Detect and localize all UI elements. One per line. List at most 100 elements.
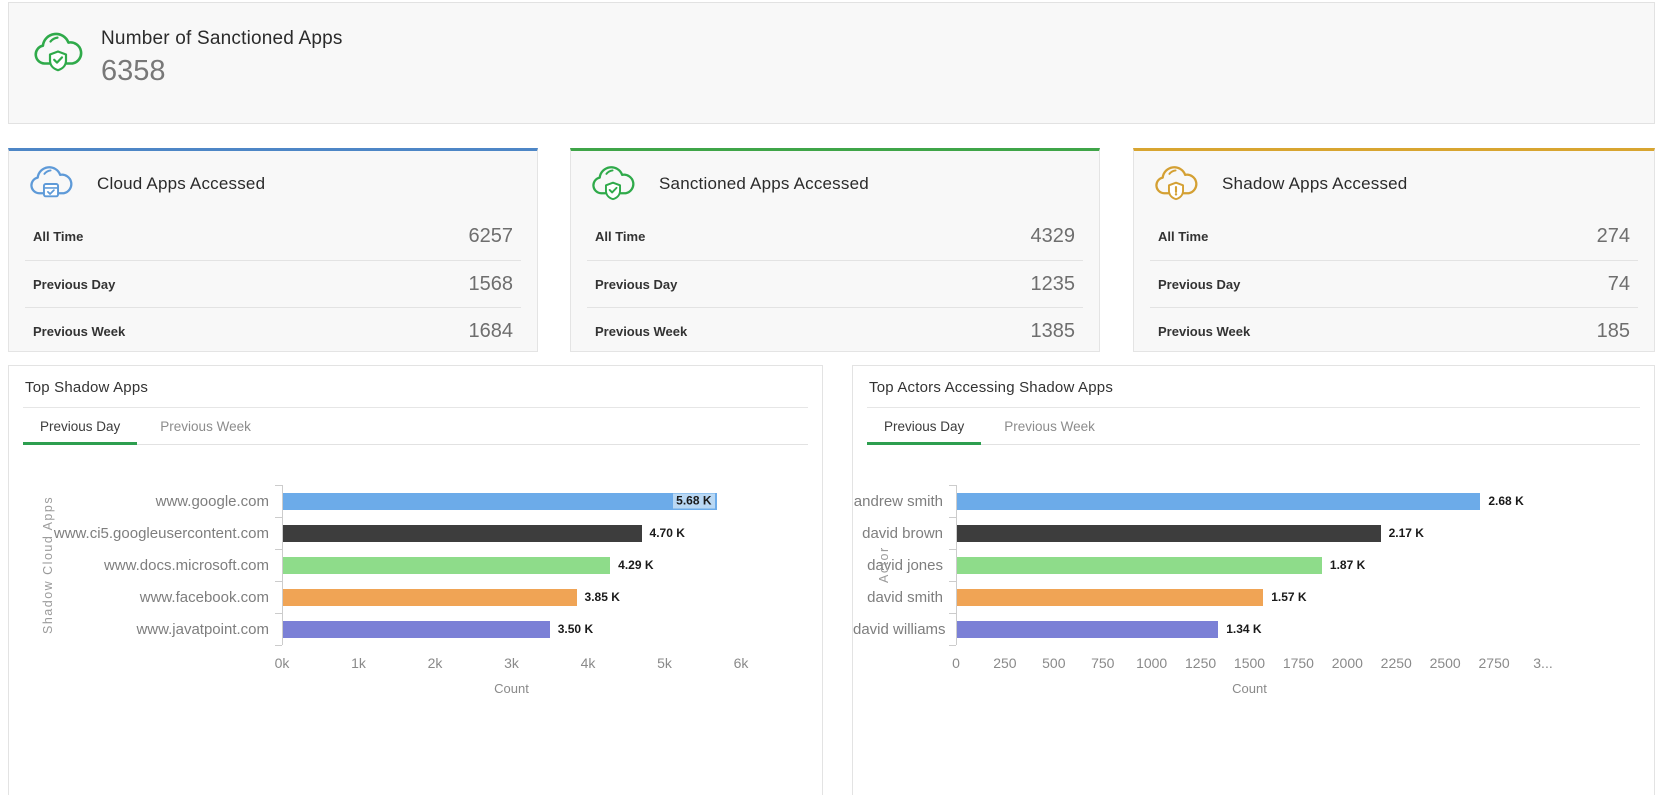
stat-row-label: Previous Day [33, 276, 116, 292]
x-axis-ticks: 0 250 500 750 1000 1250 1500 1750 2000 2250 2500 27… [952, 655, 1553, 673]
stat-row-label: All Time [33, 229, 84, 244]
bar-row: www.ci5.googleusercontent.com 4.70 K [9, 517, 822, 549]
x-tick-label: 500 [1042, 655, 1066, 671]
bar-track: 4.70 K [282, 517, 741, 549]
tab-previous-day[interactable]: Previous Day [23, 408, 138, 445]
bar-value-label: 2.68 K [1488, 494, 1524, 508]
stat-row: Previous Week 185 [1150, 307, 1638, 354]
x-tick-label: 1500 [1233, 655, 1266, 671]
bar-row: david brown 2.17 K [853, 517, 1654, 549]
category-label: andrew smith [853, 492, 943, 510]
bar[interactable] [282, 556, 611, 574]
x-tick-label: 0k [274, 655, 290, 671]
bar-row: www.javatpoint.com 3.50 K [9, 613, 822, 645]
stat-row-value: 1568 [468, 272, 514, 295]
bar-track: 4.29 K [282, 549, 741, 581]
bar-track: 3.50 K [282, 613, 741, 645]
tab-previous-week[interactable]: Previous Week [160, 419, 251, 434]
chart-card-top-shadow-apps: Top Shadow Apps Previous Day Previous We… [8, 365, 823, 795]
bar-track: 1.87 K [956, 549, 1543, 581]
bar-row: www.docs.microsoft.com 4.29 K [9, 549, 822, 581]
stat-row-value: 1684 [468, 319, 514, 342]
bar-row: www.facebook.com 3.85 K [9, 581, 822, 613]
x-tick-label: 1250 [1185, 655, 1217, 671]
bar-row: david jones 1.87 K [853, 549, 1654, 581]
bar-row: andrew smith 2.68 K [853, 485, 1654, 517]
x-tick-label: 2750 [1478, 655, 1510, 671]
cloud-app-check-icon [30, 166, 73, 198]
x-tick-label: 6k [733, 655, 749, 671]
stat-row: Previous Day 74 [1150, 260, 1638, 307]
category-label: david smith [867, 588, 943, 606]
x-tick-label: 5k [657, 655, 672, 671]
chart-card-top-actors: Top Actors Accessing Shadow Apps Previou… [852, 365, 1655, 795]
bar-row: david williams 1.34 K [853, 613, 1654, 645]
bar-value-label: 5.68 K [673, 493, 715, 509]
cloud-shield-check-icon [592, 166, 635, 201]
bar-value-label: 2.17 K [1388, 526, 1424, 540]
bar[interactable] [956, 588, 1264, 606]
stat-card-cloud-apps: Cloud Apps Accessed All Time 6257 Previo… [8, 148, 538, 352]
stat-row-value: 74 [1607, 272, 1630, 295]
y-axis-line [949, 485, 957, 646]
stat-row-label: Previous Week [33, 323, 126, 339]
x-axis-ticks: 0k 1k 2k 3k 4k 5k 6k [275, 655, 749, 673]
x-tick-label: 2k [427, 655, 443, 671]
stat-row: Previous Week 1385 [587, 307, 1083, 354]
bar[interactable] [956, 524, 1381, 542]
stat-row-value: 274 [1596, 225, 1630, 247]
bar[interactable] [282, 620, 550, 638]
category-label: www.google.com [155, 492, 269, 510]
y-axis-title: Shadow Cloud Apps [41, 495, 55, 635]
stat-row: Previous Day 1235 [587, 260, 1083, 307]
x-tick-label: 4k [580, 655, 596, 671]
cloud-shield-alert-icon [1155, 166, 1198, 201]
bar-track: 2.17 K [956, 517, 1543, 549]
category-label: www.docs.microsoft.com [103, 556, 269, 574]
bar-track: 1.34 K [956, 613, 1543, 645]
banner-value: 6358 [101, 55, 166, 87]
bar-chart-top-actors: Actor andrew smith 2.68 K david brown 2.17 … [853, 485, 1654, 696]
cloud-shield-check-icon [34, 32, 83, 72]
x-tick-label: 1750 [1282, 655, 1314, 671]
bar-value-label: 1.34 K [1226, 622, 1262, 636]
tab-previous-day[interactable]: Previous Day [867, 408, 982, 445]
x-tick-label: 3... [1533, 655, 1553, 671]
chart-title: Top Shadow Apps [23, 366, 808, 408]
x-axis-title: Count [1232, 681, 1267, 696]
stat-card-sanctioned-apps: Sanctioned Apps Accessed All Time 4329 P… [570, 148, 1100, 352]
stat-row-label: Previous Day [1158, 276, 1241, 292]
category-label: david brown [862, 524, 943, 542]
bar[interactable] [282, 588, 577, 606]
chart-title: Top Actors Accessing Shadow Apps [867, 366, 1640, 408]
category-label: david jones [867, 556, 943, 574]
bar[interactable] [956, 620, 1219, 638]
y-axis-line [275, 485, 283, 646]
tab-previous-week[interactable]: Previous Week [1004, 419, 1095, 434]
stat-row: Previous Day 1568 [25, 260, 521, 307]
bar-track: 3.85 K [282, 581, 741, 613]
category-label: www.javatpoint.com [136, 620, 269, 638]
bar[interactable] [956, 556, 1322, 574]
x-tick-label: 1000 [1136, 655, 1168, 671]
bar-value-label: 3.50 K [557, 622, 594, 636]
bar-value-label: 4.29 K [618, 558, 654, 572]
bar[interactable] [956, 492, 1481, 510]
bar-track: 5.68 K [282, 485, 741, 517]
bar[interactable] [282, 524, 642, 542]
bar-row: david smith 1.57 K [853, 581, 1654, 613]
stat-row-label: Previous Week [1158, 323, 1251, 339]
stat-row-value: 185 [1596, 319, 1630, 342]
stat-row-value: 1385 [1030, 319, 1076, 342]
category-label: www.ci5.googleusercontent.com [53, 524, 269, 542]
x-tick-label: 250 [993, 655, 1017, 671]
stat-card-shadow-apps: Shadow Apps Accessed All Time 274 Previo… [1133, 148, 1655, 352]
category-label: www.facebook.com [139, 588, 269, 606]
bar-value-label: 1.57 K [1271, 590, 1307, 604]
bar-track: 1.57 K [956, 581, 1543, 613]
stat-row-label: All Time [1158, 229, 1209, 244]
bar[interactable]: 5.68 K [282, 492, 717, 510]
x-tick-label: 2250 [1380, 655, 1412, 671]
stat-card-title: Sanctioned Apps Accessed [659, 174, 869, 193]
x-tick-label: 1k [351, 655, 366, 671]
